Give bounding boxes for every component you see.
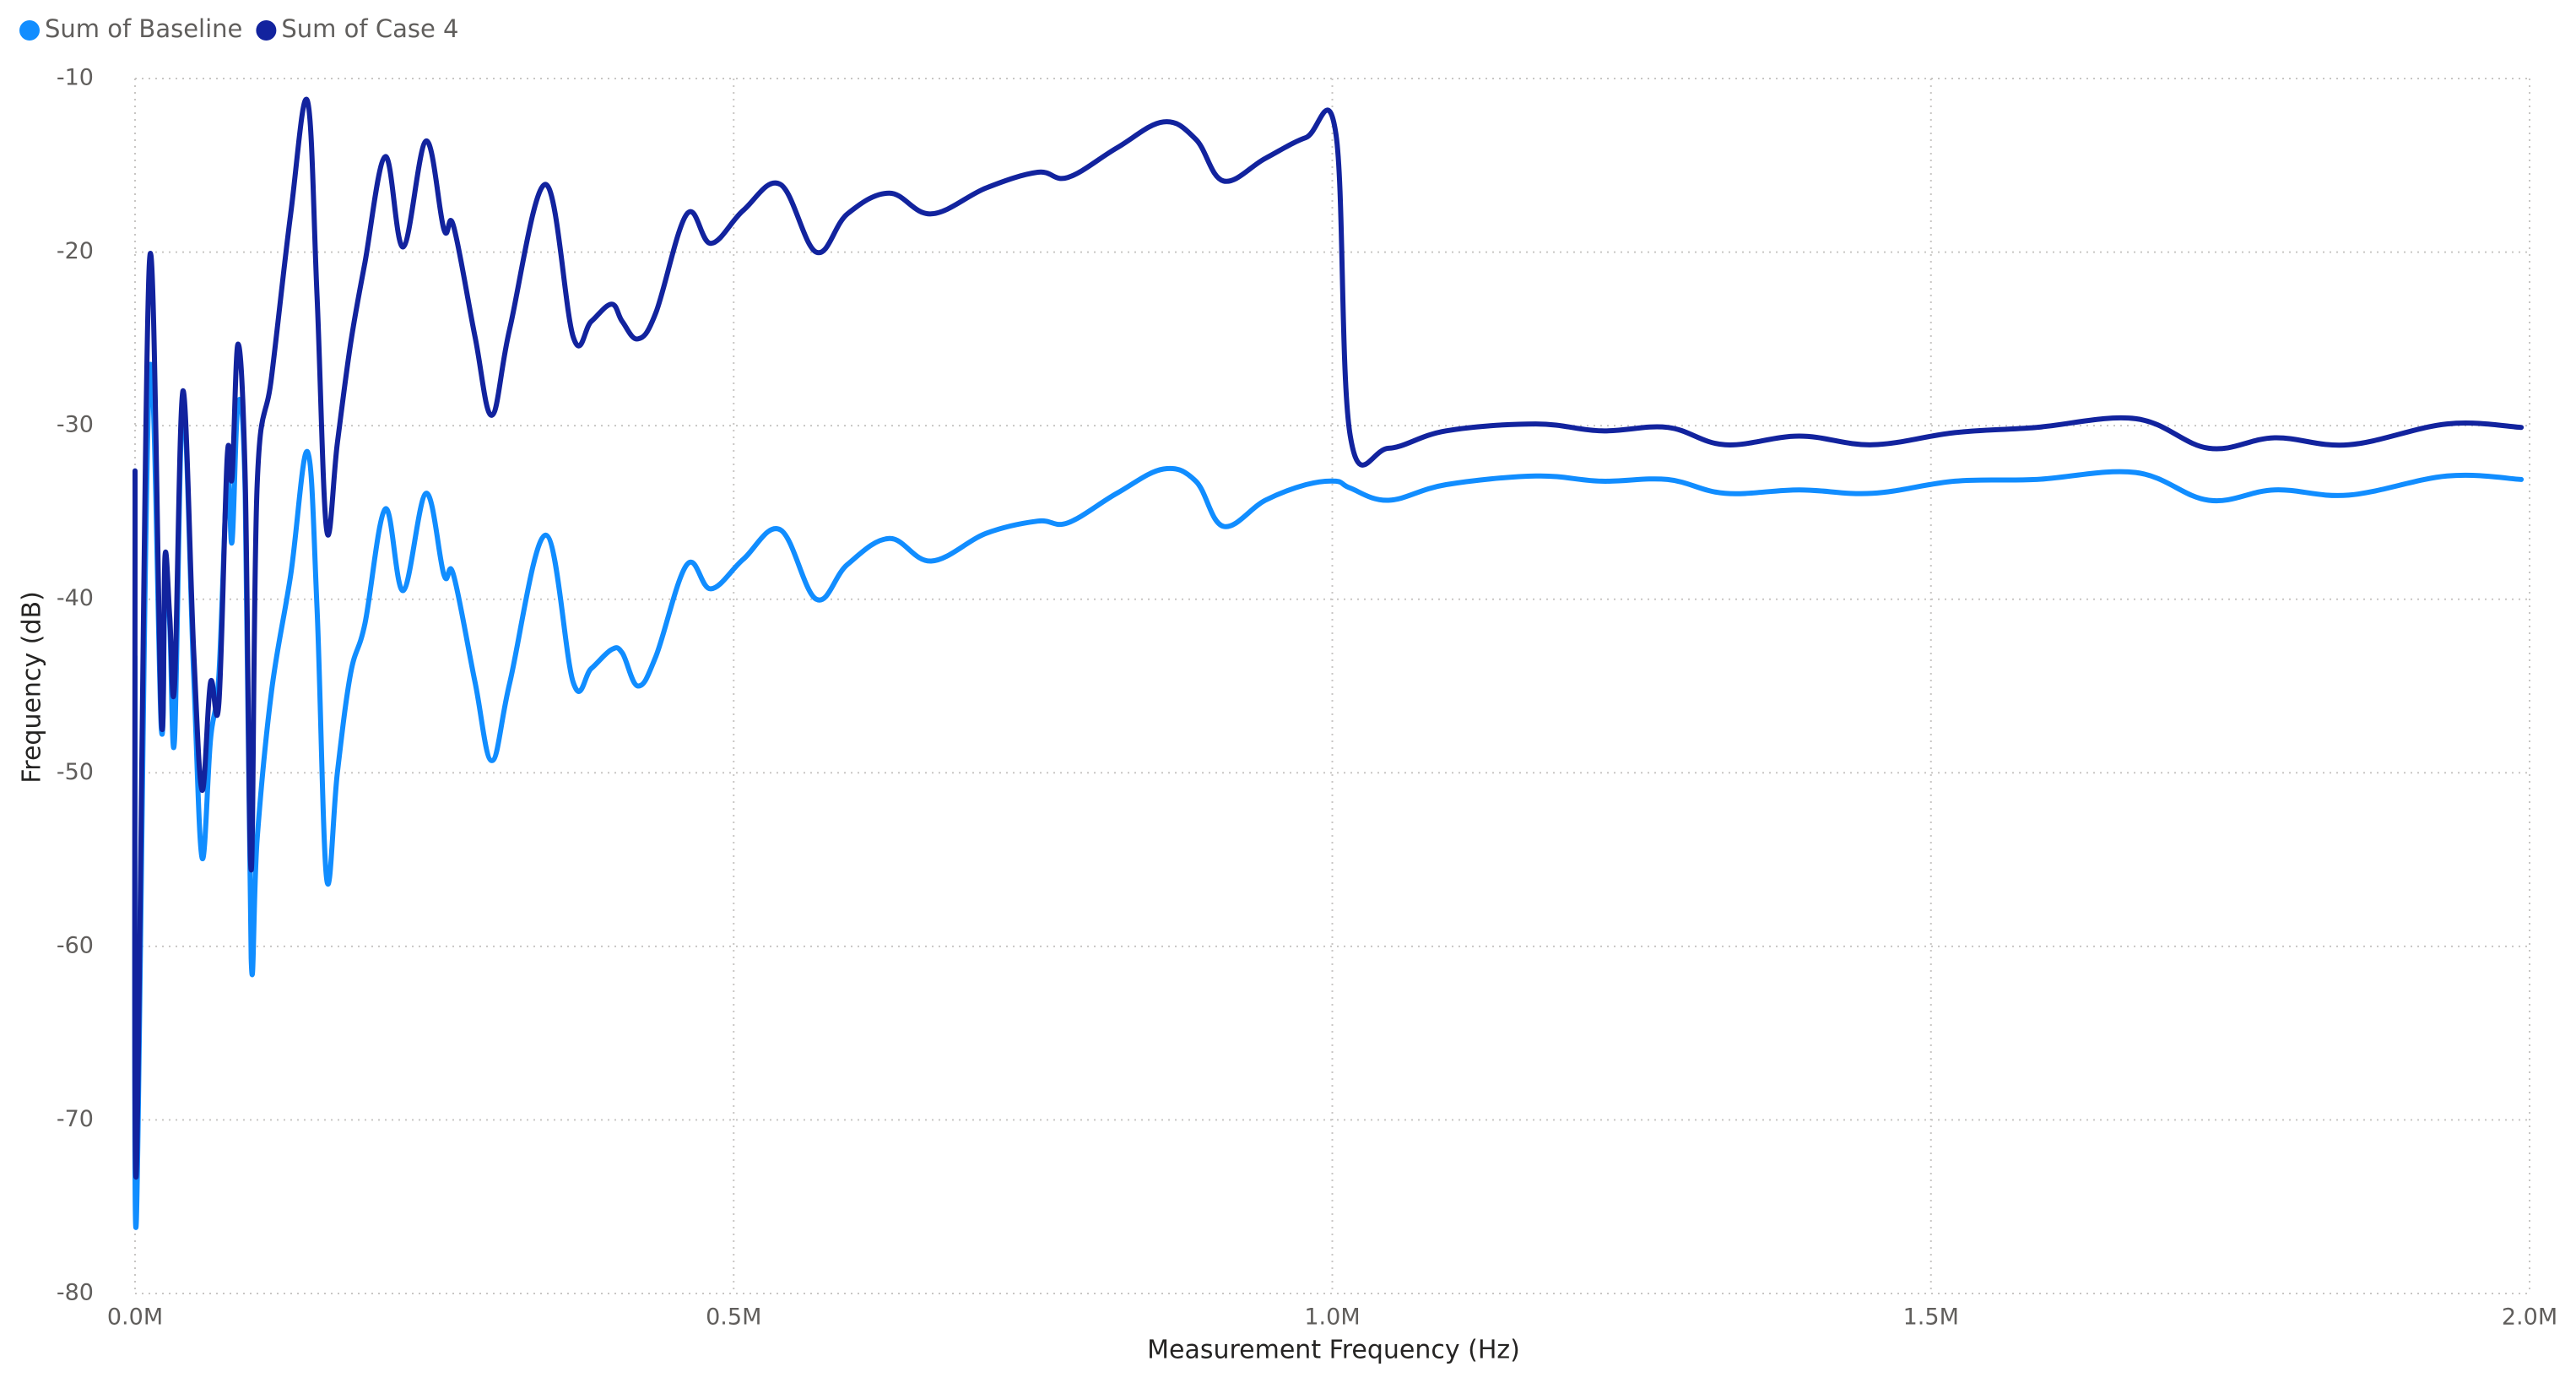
x-tick-label: 1.5M (1903, 1304, 1959, 1331)
legend-marker (19, 20, 40, 41)
y-tick-label: -60 (57, 932, 94, 958)
x-axis-title: Measurement Frequency (Hz) (1147, 1336, 1520, 1365)
x-tick-label: 0.5M (706, 1304, 761, 1331)
y-tick-label: -40 (57, 585, 94, 611)
x-tick-label: 0.0M (107, 1304, 163, 1331)
series-line (132, 361, 2525, 1230)
y-tick-label: -20 (57, 238, 94, 264)
legend-label: Sum of Baseline (45, 14, 242, 43)
legend-marker (256, 20, 277, 41)
x-tick-label: 2.0M (2502, 1304, 2557, 1331)
y-tick-label: -30 (57, 412, 94, 438)
y-tick-label: -80 (57, 1280, 94, 1306)
series-line (132, 96, 2525, 1180)
y-tick-label: -50 (57, 759, 94, 785)
y-tick-label: -70 (57, 1106, 94, 1132)
y-axis-title: Frequency (dB) (18, 591, 47, 784)
x-tick-label: 1.0M (1304, 1304, 1360, 1331)
y-tick-label: -10 (57, 65, 94, 91)
legend-label: Sum of Case 4 (281, 14, 458, 43)
